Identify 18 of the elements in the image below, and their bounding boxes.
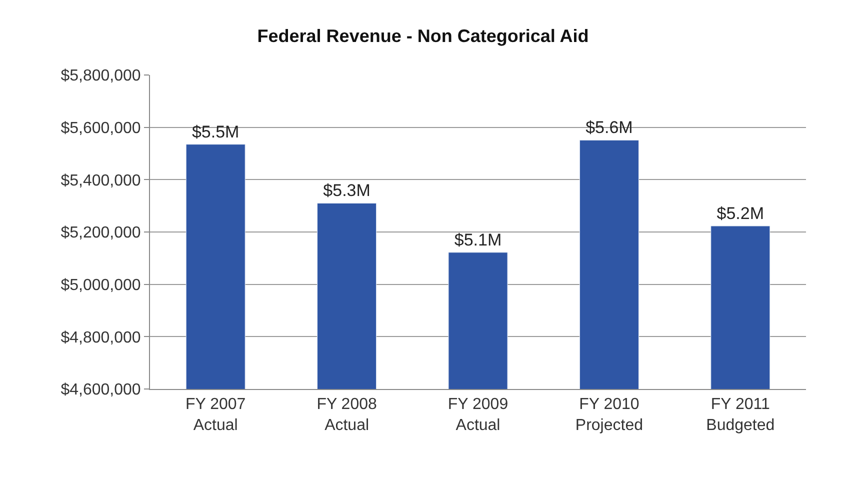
y-tick-label: $5,200,000 bbox=[60, 224, 141, 242]
data-label: $5.5M bbox=[192, 122, 240, 142]
data-label: $5.1M bbox=[454, 230, 502, 250]
x-tick-label: FY 2008 Actual bbox=[316, 396, 377, 434]
y-tick-label: $5,800,000 bbox=[60, 68, 141, 85]
x-tick-label: FY 2011 Budgeted bbox=[706, 396, 775, 434]
x-tick-label: FY 2009 Actual bbox=[448, 396, 508, 434]
x-tick-label: FY 2010 Projected bbox=[575, 396, 643, 434]
y-tick-label: $4,800,000 bbox=[60, 329, 141, 346]
data-label: $5.3M bbox=[323, 181, 370, 200]
y-tick-label: $5,400,000 bbox=[60, 172, 141, 190]
y-tick-label: $5,600,000 bbox=[60, 120, 141, 137]
data-label: $5.6M bbox=[586, 118, 633, 138]
x-tick-label: FY 2007 Actual bbox=[186, 396, 246, 434]
y-tick-label: $4,600,000 bbox=[60, 382, 141, 399]
y-tick-label: $5,000,000 bbox=[60, 276, 141, 294]
chart-title: Federal Revenue - Non Categorical Aid bbox=[257, 26, 589, 46]
data-label: $5.2M bbox=[716, 204, 764, 223]
